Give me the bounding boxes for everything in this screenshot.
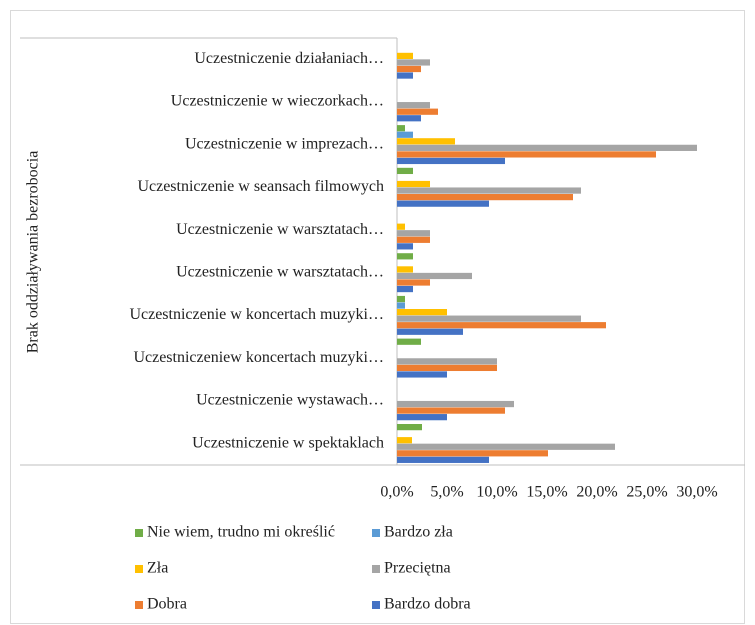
x-tick-label: 15,0% (526, 484, 567, 501)
x-tick-label: 5,0% (430, 484, 463, 501)
bar (397, 309, 447, 316)
bar (397, 115, 421, 122)
bar (397, 223, 405, 230)
bar (397, 65, 421, 73)
bar (397, 253, 413, 260)
legend-label: Nie wiem, trudno mi określić (147, 524, 335, 541)
legend-label: Dobra (147, 596, 187, 613)
bar (397, 157, 505, 165)
bar (397, 450, 548, 457)
x-tick-label: 0,0% (380, 484, 413, 501)
bar (397, 285, 413, 293)
bar (397, 167, 413, 175)
bar (397, 424, 422, 431)
legend-swatch (372, 529, 380, 537)
bar (397, 102, 430, 109)
bar (397, 322, 606, 329)
bar (397, 371, 447, 378)
bar (397, 236, 430, 243)
y-tick-label: Uczestniczenie w koncertach muzyki… (129, 306, 384, 323)
bar (397, 272, 472, 280)
legend-swatch (372, 565, 380, 573)
bar (397, 414, 447, 421)
bar (397, 437, 412, 444)
bar (397, 328, 463, 335)
bar (397, 266, 413, 273)
bar (397, 131, 413, 138)
legend-swatch (372, 601, 380, 609)
y-tick-label: Uczestniczeniew koncertach muzyki… (133, 349, 384, 366)
legend-label: Bardzo zła (384, 524, 453, 541)
y-tick-label: Uczestniczenie w imprezach… (185, 135, 384, 152)
y-tick-label: Uczestniczenie w spektaklach (192, 434, 384, 451)
bar (397, 364, 497, 372)
bar (397, 243, 413, 250)
bar (397, 407, 505, 414)
bar (397, 302, 405, 309)
bar (397, 295, 405, 303)
bar (397, 151, 656, 158)
bar (397, 315, 581, 322)
x-tick-label: 10,0% (476, 484, 517, 501)
bar (397, 456, 489, 463)
y-tick-label: Uczestniczenie działaniach… (194, 50, 384, 67)
y-tick-label: Uczestniczenie w warsztatach… (176, 221, 384, 238)
bar (397, 138, 455, 145)
x-tick-label: 30,0% (676, 484, 717, 501)
x-tick-label: 20,0% (576, 484, 617, 501)
legend-label: Bardzo dobra (384, 596, 471, 613)
y-tick-label: Uczestniczenie w wieczorkach… (171, 93, 384, 110)
chart-frame (10, 10, 745, 624)
legend-swatch (135, 601, 143, 609)
bar (397, 338, 421, 345)
y-tick-label: Uczestniczenie wystawach… (196, 392, 384, 409)
x-tick-label: 25,0% (626, 484, 667, 501)
bar (397, 279, 430, 286)
bar (397, 72, 413, 79)
bar (397, 200, 489, 207)
y-tick-label: Uczestniczenie w seansach filmowych (137, 178, 384, 195)
bar (397, 193, 573, 201)
bar (397, 52, 413, 60)
bar (397, 180, 430, 188)
bar (397, 59, 430, 66)
bar (397, 443, 615, 450)
legend-swatch (135, 565, 143, 573)
bar (397, 144, 697, 151)
bar (397, 358, 497, 365)
bar (397, 230, 430, 237)
bar (397, 125, 405, 132)
legend-label: Przeciętna (384, 560, 451, 577)
bar (397, 108, 438, 115)
legend-swatch (135, 529, 143, 537)
bar (397, 187, 581, 194)
bar (397, 400, 514, 408)
legend-label: Zła (147, 560, 168, 577)
y-tick-label: Uczestniczenie w warsztatach… (176, 264, 384, 281)
y-axis-title: Brak oddziaływania bezrobocia (25, 151, 42, 354)
